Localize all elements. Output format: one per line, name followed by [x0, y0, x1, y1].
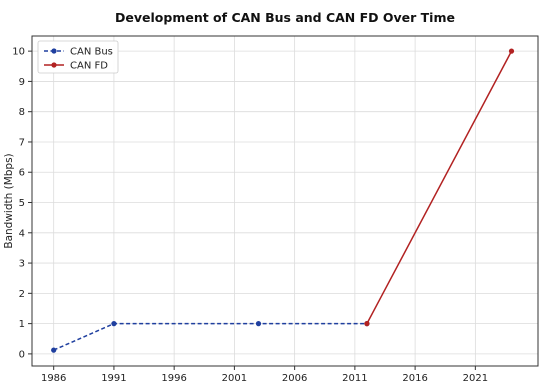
data-point [51, 347, 57, 353]
y-tick-label: 2 [19, 289, 25, 300]
series-line [53, 322, 367, 351]
series-can-fd [364, 48, 515, 327]
y-tick-label: 8 [19, 107, 25, 118]
x-tick-label: 1996 [161, 373, 186, 384]
data-point [255, 321, 262, 327]
legend: CAN Bus CAN FD [37, 40, 119, 74]
y-tick-label: 10 [12, 47, 25, 58]
y-tick-label: 9 [19, 77, 25, 88]
series-layer [51, 48, 515, 353]
x-tick-label: 1991 [101, 373, 126, 384]
grid [32, 36, 538, 366]
legend-swatch-marker [51, 62, 57, 68]
series-can-bus [51, 321, 370, 353]
data-point [111, 321, 117, 327]
legend-label: CAN FD [70, 61, 108, 72]
legend-swatch-marker [51, 48, 57, 54]
x-tick-label: 2011 [342, 373, 367, 384]
x-tick-label: 2021 [463, 373, 488, 384]
y-tick-label: 3 [19, 259, 25, 270]
x-tick-label: 2016 [402, 373, 427, 384]
data-point [364, 321, 370, 327]
y-tick-label: 1 [19, 319, 25, 330]
axis-ticks: 1986 1991 1996 2001 2006 2011 2016 2021 0 1 2 3 4 5 6 7… [12, 47, 488, 384]
plot-area [31, 35, 539, 367]
legend-label: CAN Bus [70, 47, 113, 58]
x-tick-label: 2001 [222, 373, 247, 384]
y-tick-label: 6 [19, 168, 25, 179]
series-line [366, 50, 513, 324]
data-point [508, 48, 515, 54]
y-axis-label: Bandwidth (Mbps) [3, 153, 15, 248]
y-tick-label: 5 [19, 198, 25, 209]
y-tick-label: 0 [19, 349, 25, 360]
chart-title: Development of CAN Bus and CAN FD Over T… [115, 10, 455, 25]
x-tick-label: 1986 [41, 373, 66, 384]
x-tick-label: 2006 [282, 373, 307, 384]
y-tick-label: 4 [19, 228, 25, 239]
y-tick-label: 7 [19, 137, 25, 148]
